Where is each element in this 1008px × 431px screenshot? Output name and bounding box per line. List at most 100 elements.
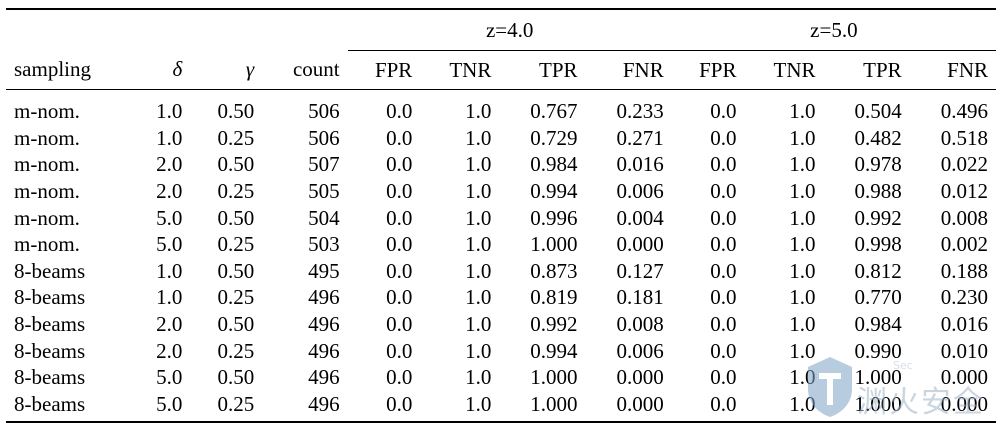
col-fpr-z5-cell: 0.0 bbox=[710, 232, 737, 257]
col-count-cell: 506 bbox=[308, 99, 340, 124]
col-fnr-z4-cell: 0.271 bbox=[616, 125, 664, 150]
col-fpr-z4-cell: 0.0 bbox=[386, 205, 413, 230]
col-count-cell: 503 bbox=[308, 232, 340, 257]
col-fnr-z4-cell: 0.006 bbox=[616, 338, 664, 363]
col-fpr-z4-cell: 0.0 bbox=[386, 258, 413, 283]
col-count-header: count bbox=[292, 57, 340, 82]
col-tnr-z5-cell: 1.0 bbox=[789, 338, 816, 363]
col-tpr-z4-cell: 1.000 bbox=[530, 391, 578, 416]
col-delta-cell: 1.0 bbox=[156, 125, 183, 150]
col-tpr-z4-cell: 0.994 bbox=[530, 179, 578, 204]
col-fnr-z5-cell: 0.022 bbox=[940, 152, 988, 177]
col-fpr-z5-header: FPR bbox=[699, 57, 737, 82]
col-sampling-cell: m-nom. bbox=[14, 232, 80, 257]
col-tpr-z5-cell: 0.984 bbox=[854, 312, 902, 337]
col-tnr-z4-cell: 1.0 bbox=[465, 285, 492, 310]
col-tpr-z4-header: TPR bbox=[539, 57, 578, 82]
col-tpr-z5-cell: 0.770 bbox=[854, 285, 902, 310]
col-tnr-z5-header: TNR bbox=[773, 57, 816, 82]
col-sampling-cell: 8-beams bbox=[14, 338, 86, 363]
col-tnr-z4-cell: 1.0 bbox=[465, 99, 492, 124]
table-row: m-nom. 5.0 0.50 504 0.0 1.0 0.996 0.004 0.0 1.0 0.… bbox=[6, 204, 996, 231]
col-fpr-z4-cell: 0.0 bbox=[386, 152, 413, 177]
col-tpr-z5-header: TPR bbox=[863, 57, 902, 82]
col-fpr-z5-cell: 0.0 bbox=[710, 205, 737, 230]
col-fnr-z5-cell: 0.012 bbox=[940, 179, 988, 204]
col-count-cell: 506 bbox=[308, 125, 340, 150]
col-sampling-cell: 8-beams bbox=[14, 365, 86, 390]
col-delta-cell: 2.0 bbox=[156, 179, 183, 204]
col-sampling-cell: m-nom. bbox=[14, 205, 80, 230]
col-delta-cell: 1.0 bbox=[156, 285, 183, 310]
col-gamma-cell: 0.50 bbox=[217, 258, 255, 283]
col-tpr-z4-cell: 1.000 bbox=[530, 232, 578, 257]
col-tnr-z5-cell: 1.0 bbox=[789, 205, 816, 230]
col-fnr-z4-cell: 0.000 bbox=[616, 232, 664, 257]
col-fnr-z5-cell: 0.188 bbox=[940, 258, 988, 283]
col-count-cell: 507 bbox=[308, 152, 340, 177]
col-tpr-z5-cell: 0.988 bbox=[854, 179, 902, 204]
col-fpr-z4-cell: 0.0 bbox=[386, 338, 413, 363]
col-tpr-z5-cell: 1.000 bbox=[854, 391, 902, 416]
col-fnr-z5-cell: 0.016 bbox=[940, 312, 988, 337]
col-tpr-z4-cell: 0.767 bbox=[530, 99, 578, 124]
col-fpr-z5-cell: 0.0 bbox=[710, 125, 737, 150]
col-tnr-z4-cell: 1.0 bbox=[465, 152, 492, 177]
results-table-container: z=4.0 z=5.0 sampling δ γ count FPR TNR TPR FNR F… bbox=[6, 8, 996, 423]
col-fpr-z4-cell: 0.0 bbox=[386, 312, 413, 337]
col-tpr-z5-cell: 0.998 bbox=[854, 232, 902, 257]
table-row: m-nom. 2.0 0.50 507 0.0 1.0 0.984 0.016 0.0 1.0 0.… bbox=[6, 151, 996, 178]
column-header-row: sampling δ γ count FPR TNR TPR FNR FPR TNR TPR FNR bbox=[6, 51, 996, 90]
col-fnr-z5-header: FNR bbox=[947, 57, 988, 82]
table-row: 8-beams 2.0 0.50 496 0.0 1.0 0.992 0.008 0.0 1.0 0… bbox=[6, 311, 996, 338]
results-table: z=4.0 z=5.0 sampling δ γ count FPR TNR TPR FNR F… bbox=[6, 8, 996, 423]
col-tnr-z4-cell: 1.0 bbox=[465, 312, 492, 337]
col-fnr-z4-cell: 0.016 bbox=[616, 152, 664, 177]
table-row: 8-beams 2.0 0.25 496 0.0 1.0 0.994 0.006 0.0 1.0 0… bbox=[6, 337, 996, 364]
col-sampling-cell: 8-beams bbox=[14, 391, 86, 416]
col-fnr-z4-cell: 0.181 bbox=[616, 285, 664, 310]
col-gamma-cell: 0.50 bbox=[217, 99, 255, 124]
col-fnr-z4-header: FNR bbox=[622, 57, 664, 82]
col-delta-cell: 5.0 bbox=[156, 232, 183, 257]
col-tnr-z4-cell: 1.0 bbox=[465, 205, 492, 230]
col-gamma-cell: 0.25 bbox=[217, 232, 255, 257]
col-fnr-z4-cell: 0.233 bbox=[616, 99, 664, 124]
table-row: m-nom. 2.0 0.25 505 0.0 1.0 0.994 0.006 0.0 1.0 0.… bbox=[6, 178, 996, 205]
col-delta-cell: 5.0 bbox=[156, 205, 183, 230]
col-gamma-cell: 0.50 bbox=[217, 152, 255, 177]
col-tnr-z4-cell: 1.0 bbox=[465, 338, 492, 363]
col-fpr-z5-cell: 0.0 bbox=[710, 365, 737, 390]
col-tnr-z5-cell: 1.0 bbox=[789, 391, 816, 416]
col-tpr-z5-cell: 0.990 bbox=[854, 338, 902, 363]
col-count-cell: 505 bbox=[308, 179, 340, 204]
col-tnr-z5-cell: 1.0 bbox=[789, 285, 816, 310]
col-tnr-z5-cell: 1.0 bbox=[789, 232, 816, 257]
col-delta-cell: 5.0 bbox=[156, 391, 183, 416]
col-sampling-cell: m-nom. bbox=[14, 152, 80, 177]
col-tnr-z4-cell: 1.0 bbox=[465, 179, 492, 204]
col-fpr-z5-cell: 0.0 bbox=[710, 258, 737, 283]
col-fnr-z4-cell: 0.006 bbox=[616, 179, 664, 204]
col-gamma-cell: 0.25 bbox=[217, 285, 255, 310]
col-fpr-z4-cell: 0.0 bbox=[386, 391, 413, 416]
col-count-cell: 496 bbox=[308, 391, 340, 416]
col-count-cell: 496 bbox=[308, 285, 340, 310]
group-header-z4: z=4.0 bbox=[347, 9, 672, 51]
col-delta-cell: 1.0 bbox=[156, 99, 183, 124]
table-row: 8-beams 1.0 0.25 496 0.0 1.0 0.819 0.181 0.0 1.0 0… bbox=[6, 284, 996, 311]
col-fpr-z5-cell: 0.0 bbox=[710, 152, 737, 177]
col-fpr-z4-header: FPR bbox=[374, 57, 413, 82]
group-header-spacer bbox=[6, 9, 348, 51]
col-fnr-z4-cell: 0.000 bbox=[616, 365, 664, 390]
col-gamma-cell: 0.50 bbox=[217, 365, 255, 390]
col-fnr-z5-cell: 0.002 bbox=[940, 232, 988, 257]
col-gamma-cell: 0.25 bbox=[217, 338, 255, 363]
col-delta-cell: 2.0 bbox=[156, 312, 183, 337]
col-tnr-z5-cell: 1.0 bbox=[789, 312, 816, 337]
col-tpr-z4-cell: 0.729 bbox=[530, 125, 578, 150]
col-delta-cell: 2.0 bbox=[156, 338, 183, 363]
table-row: m-nom. 1.0 0.50 506 0.0 1.0 0.767 0.233 0.0 1.0 0.… bbox=[6, 90, 996, 125]
col-tnr-z4-cell: 1.0 bbox=[465, 125, 492, 150]
col-tnr-z4-cell: 1.0 bbox=[465, 258, 492, 283]
